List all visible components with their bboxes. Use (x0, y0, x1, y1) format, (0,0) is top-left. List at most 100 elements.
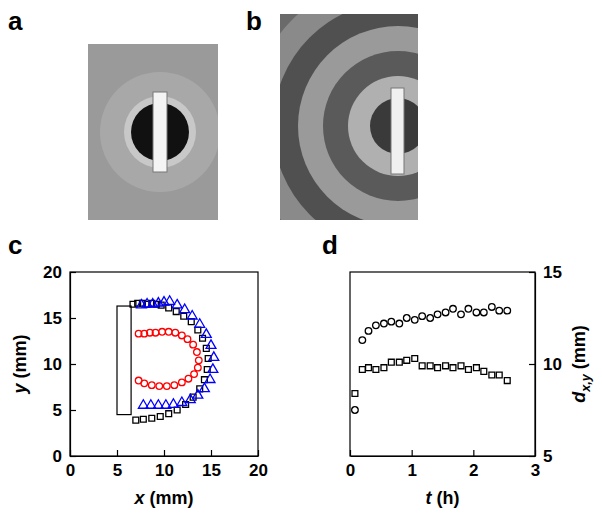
tick-label: 2 (469, 461, 478, 480)
plot-area (117, 296, 219, 423)
point (465, 306, 472, 313)
tick-label: 10 (543, 355, 562, 374)
point (496, 307, 503, 314)
tick-mark (164, 450, 165, 456)
point (201, 329, 211, 338)
point (359, 337, 366, 344)
point (427, 363, 433, 369)
tick: 5 (113, 450, 122, 480)
point (474, 365, 480, 371)
point (404, 357, 410, 363)
y2-axis: 5 10 15 (529, 263, 562, 466)
point (156, 383, 163, 390)
point (381, 320, 388, 327)
tick-mark (529, 364, 535, 365)
point (373, 322, 380, 329)
tick-label: 5 (543, 447, 552, 466)
point (412, 356, 418, 362)
tick-label: 20 (43, 263, 62, 282)
x-axis: 05101520 (66, 450, 268, 480)
point (164, 383, 171, 390)
panel-letter: d (322, 230, 338, 260)
point (403, 315, 410, 322)
tick-label: 15 (202, 461, 221, 480)
tick-mark (70, 410, 76, 411)
tick: 5 (53, 401, 76, 420)
tick-label: 5 (113, 461, 122, 480)
point (187, 310, 197, 319)
point (419, 313, 426, 320)
tick: 10 (155, 450, 174, 480)
point (504, 307, 511, 314)
photo-ring (348, 76, 418, 176)
point (458, 363, 464, 369)
tick: 0 (53, 447, 76, 466)
point (205, 374, 215, 383)
point (157, 414, 163, 420)
point (359, 367, 365, 373)
tick-mark (70, 272, 76, 273)
point (504, 378, 510, 384)
plot-frame (70, 272, 258, 456)
point (373, 367, 379, 373)
point (465, 367, 471, 373)
axis-title-unit: (mm) (145, 488, 194, 508)
axis-title-unit: (mm) (10, 334, 30, 383)
point (209, 352, 219, 361)
point (435, 365, 441, 371)
point (166, 411, 172, 417)
point (149, 415, 155, 421)
point (388, 318, 395, 325)
figure: abcd0510152005101520x (mm)y (mm)01235101… (0, 0, 602, 526)
point (190, 341, 197, 348)
point (138, 400, 148, 409)
tick: 20 (249, 450, 268, 480)
photo-b (248, 0, 548, 276)
point (195, 319, 205, 328)
tick-mark (529, 456, 535, 457)
photo-bar (153, 92, 167, 172)
photo-ring (280, 14, 418, 220)
point (165, 329, 172, 336)
point (177, 397, 187, 406)
axis-title-unit: (h) (432, 488, 460, 508)
series (130, 300, 211, 423)
point (179, 379, 186, 386)
axis-line (351, 456, 536, 457)
chart: 0510152005101520x (mm)y (mm) (10, 263, 268, 508)
tick-label: 15 (543, 263, 562, 282)
point (180, 304, 190, 313)
axis-title-subscript: x,y (579, 373, 593, 393)
point (450, 306, 457, 313)
point (159, 329, 166, 336)
point (411, 317, 418, 324)
tick-label: 0 (346, 461, 355, 480)
point (381, 365, 387, 371)
point (172, 329, 179, 336)
point (458, 311, 465, 318)
point (473, 309, 480, 316)
x-axis: 0123 (346, 450, 540, 480)
tick-label: 15 (43, 309, 62, 328)
point (434, 311, 441, 318)
tick-label: 10 (43, 355, 62, 374)
point (172, 299, 182, 308)
point (396, 359, 402, 365)
point (171, 382, 178, 389)
point (206, 340, 216, 349)
tick-mark (350, 450, 351, 456)
photo-ring (323, 51, 418, 201)
panel-letter: a (8, 6, 23, 36)
point (195, 364, 202, 371)
point (443, 363, 449, 369)
point (133, 417, 139, 423)
point (481, 368, 487, 374)
tick-mark (473, 450, 474, 456)
photo-bar (391, 88, 404, 174)
tick-mark (412, 450, 413, 456)
plot-frame (350, 272, 535, 456)
point (208, 364, 218, 373)
tick-mark (117, 450, 118, 456)
tick-label: 3 (531, 461, 540, 480)
point (193, 390, 203, 399)
